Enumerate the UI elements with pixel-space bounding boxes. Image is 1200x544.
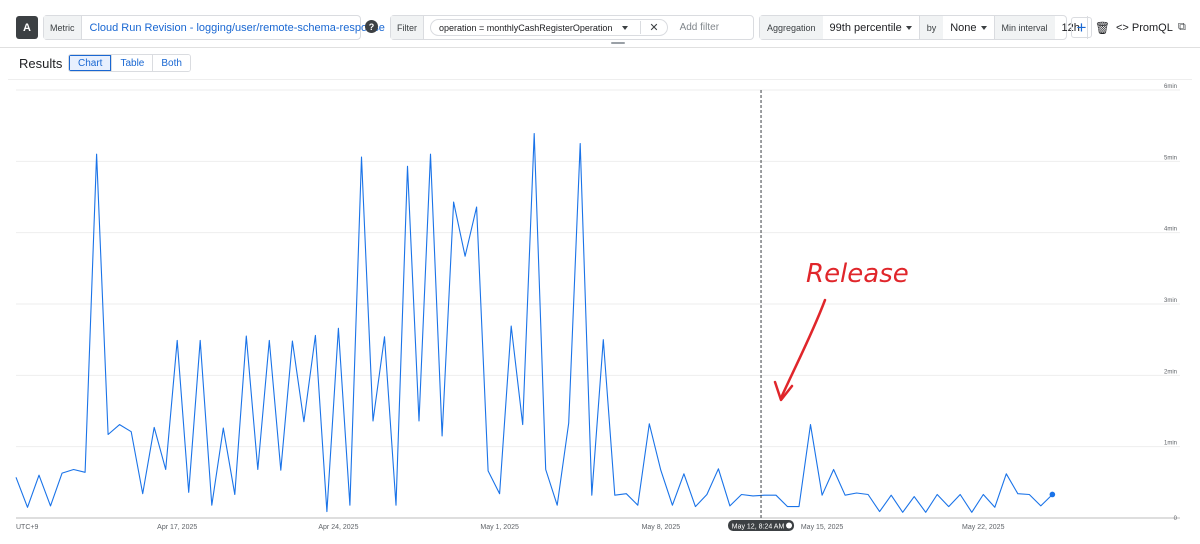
add-filter-input[interactable]: Add filter	[679, 22, 720, 33]
aggregation-box: Aggregation 99th percentile by None Min …	[759, 15, 1110, 40]
filter-chip-text: operation = monthlyCashRegisterOperation	[439, 22, 613, 33]
hover-badge-text: May 12, 8:24 AM	[732, 524, 785, 531]
series-line	[15, 132, 1053, 513]
hover-indicator: May 12, 8:24 AM	[728, 90, 795, 531]
aggregation-value: 99th percentile	[829, 21, 902, 34]
y-tick-label: 4min	[1164, 227, 1177, 233]
chevron-down-icon	[905, 25, 912, 30]
y-tick-label: 6min	[1164, 84, 1177, 90]
hover-badge-bg	[728, 520, 795, 531]
metric-value[interactable]: Cloud Run Revision - logging/user/remote…	[89, 21, 385, 34]
min-interval-label: Min interval	[993, 16, 1055, 39]
group-by-dropdown[interactable]: None	[943, 16, 993, 39]
results-title: Results	[19, 56, 63, 71]
x-tick-label: May 22, 2025	[962, 524, 1005, 531]
copy-icon[interactable]: ⧉	[1178, 21, 1186, 33]
gridlines	[16, 89, 1180, 519]
y-tick-label: 3min	[1164, 298, 1177, 304]
series-group	[15, 132, 1056, 513]
y-tick-label: 2min	[1164, 369, 1177, 375]
promql-button[interactable]: <> PromQL	[1116, 22, 1173, 34]
x-tick-label: Apr 24, 2025	[318, 524, 358, 531]
divider	[8, 79, 1192, 80]
x-axis-ticks: Apr 17, 2025 Apr 24, 2025 May 1, 2025 May 8…	[157, 524, 1004, 531]
y-axis-ticks: 0 1min 2min 3min 4min 5min 6min	[1164, 84, 1178, 522]
annotation-arrow	[779, 298, 827, 400]
by-label: by	[918, 16, 944, 39]
x-tick-label: May 1, 2025	[480, 524, 519, 531]
series-last-point	[1049, 491, 1056, 498]
help-icon[interactable]: ?	[365, 20, 378, 33]
metric-selector[interactable]: Metric Cloud Run Revision - logging/user…	[43, 15, 401, 40]
filter-chip[interactable]: operation = monthlyCashRegisterOperation…	[430, 19, 668, 36]
y-tick-label: 0	[1174, 516, 1178, 522]
timezone-label: UTC+9	[16, 524, 38, 531]
resize-handle[interactable]	[611, 42, 625, 44]
group-by-value: None	[950, 21, 977, 34]
hover-close-icon	[786, 522, 793, 529]
view-tabs: Chart Table Both	[68, 54, 191, 72]
x-tick-label: Apr 17, 2025	[157, 524, 197, 531]
tab-chart[interactable]: Chart	[69, 55, 112, 71]
filter-label: Filter	[391, 16, 424, 39]
min-interval-input[interactable]: 12h	[1061, 21, 1080, 34]
query-badge[interactable]: A	[16, 16, 38, 39]
filter-box[interactable]: Filter operation = monthlyCashRegisterOp…	[390, 15, 754, 40]
query-toolbar: A Metric Cloud Run Revision - logging/us…	[0, 0, 1200, 48]
y-tick-label: 1min	[1164, 441, 1177, 447]
tab-both[interactable]: Both	[152, 55, 190, 71]
release-annotation: Release	[773, 259, 909, 402]
add-query-button[interactable]: +	[1071, 17, 1092, 38]
close-icon[interactable]: ✕	[640, 21, 659, 34]
filter-chip-dropdown-icon[interactable]	[622, 25, 629, 30]
x-tick-label: May 8, 2025	[642, 524, 681, 531]
annotation-arrowhead	[773, 380, 794, 402]
aggregation-dropdown[interactable]: 99th percentile	[823, 16, 919, 39]
aggregation-label: Aggregation	[760, 16, 823, 39]
x-tick-label: May 15, 2025	[801, 524, 844, 531]
trash-icon[interactable]: 🗑	[1086, 16, 1117, 39]
metric-label: Metric	[44, 16, 82, 39]
chevron-down-icon	[980, 25, 987, 30]
y-tick-label: 5min	[1164, 155, 1177, 161]
release-annotation-text: Release	[806, 259, 909, 289]
tab-table[interactable]: Table	[111, 55, 153, 71]
